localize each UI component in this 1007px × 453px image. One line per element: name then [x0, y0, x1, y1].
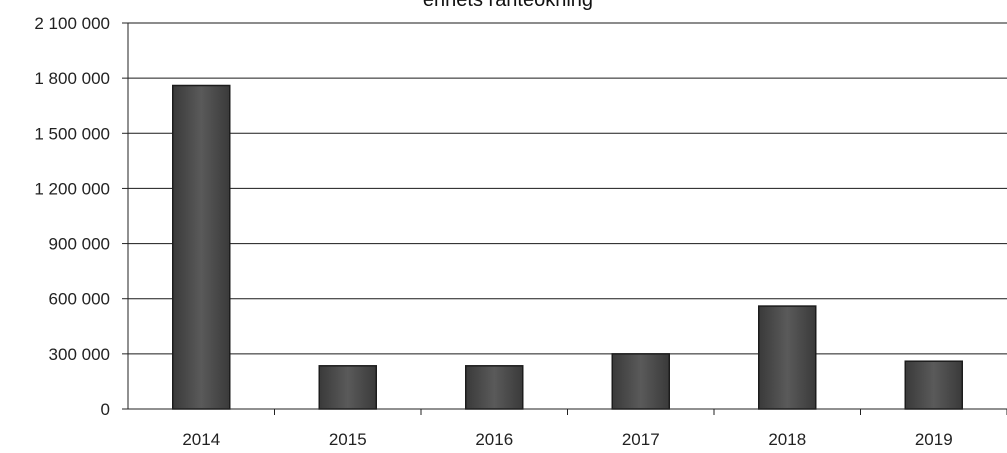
bar-2018 — [758, 305, 817, 410]
y-tick-labels: 0 300 000 600 000 900 000 1 200 000 1 500 000… — [34, 14, 110, 419]
x-tick-label: 2017 — [622, 430, 660, 449]
axes — [122, 22, 1007, 415]
gridlines — [128, 22, 1007, 355]
x-tick-label: 2019 — [915, 430, 953, 449]
bar-2017 — [611, 353, 670, 410]
y-tick-label: 0 — [101, 400, 110, 419]
y-tick-label: 600 000 — [49, 290, 110, 309]
y-tick-label: 300 000 — [49, 345, 110, 364]
x-tick-label: 2015 — [329, 430, 367, 449]
bar-2014 — [172, 84, 231, 410]
x-tick-labels: 2014 2015 2016 2017 2018 2019 — [182, 430, 952, 449]
x-tick-label: 2018 — [768, 430, 806, 449]
bars — [172, 84, 963, 410]
bar-2019 — [904, 360, 963, 410]
y-tick-label: 1 500 000 — [34, 124, 110, 143]
x-tick-label: 2014 — [182, 430, 220, 449]
y-tick-label: 1 200 000 — [34, 179, 110, 198]
x-tick-label: 2016 — [475, 430, 513, 449]
y-tick-label: 2 100 000 — [34, 14, 110, 33]
y-tick-label: 1 800 000 — [34, 69, 110, 88]
y-tick-label: 900 000 — [49, 235, 110, 254]
chart-title: ennets ränteökning — [423, 0, 593, 11]
bar-2015 — [318, 365, 377, 410]
bar-2016 — [465, 365, 524, 410]
